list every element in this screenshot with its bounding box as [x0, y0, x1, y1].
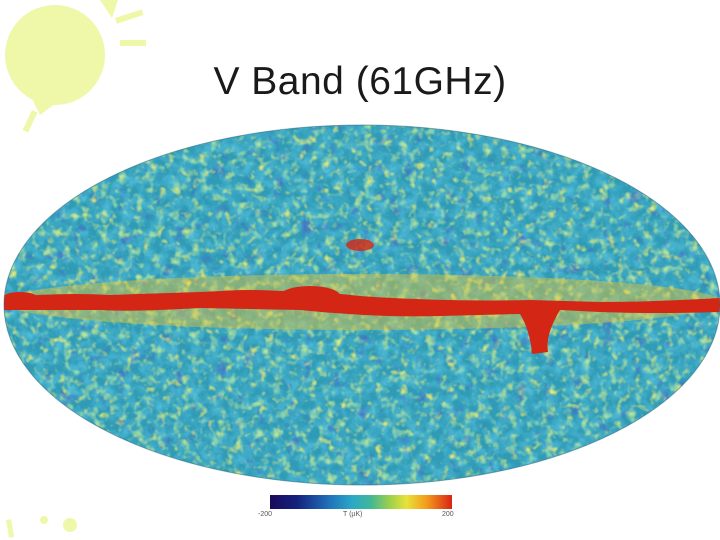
- colorbar-gradient: [270, 495, 452, 509]
- sky-map-image: [3, 124, 720, 486]
- temperature-colorbar: -200 T (µK) 200: [258, 495, 458, 535]
- colorbar-min-label: -200: [258, 511, 273, 518]
- colorbar-unit-label: T (µK): [343, 511, 363, 518]
- slide-title: V Band (61GHz): [213, 60, 507, 103]
- colorbar-max-label: 200: [442, 511, 454, 518]
